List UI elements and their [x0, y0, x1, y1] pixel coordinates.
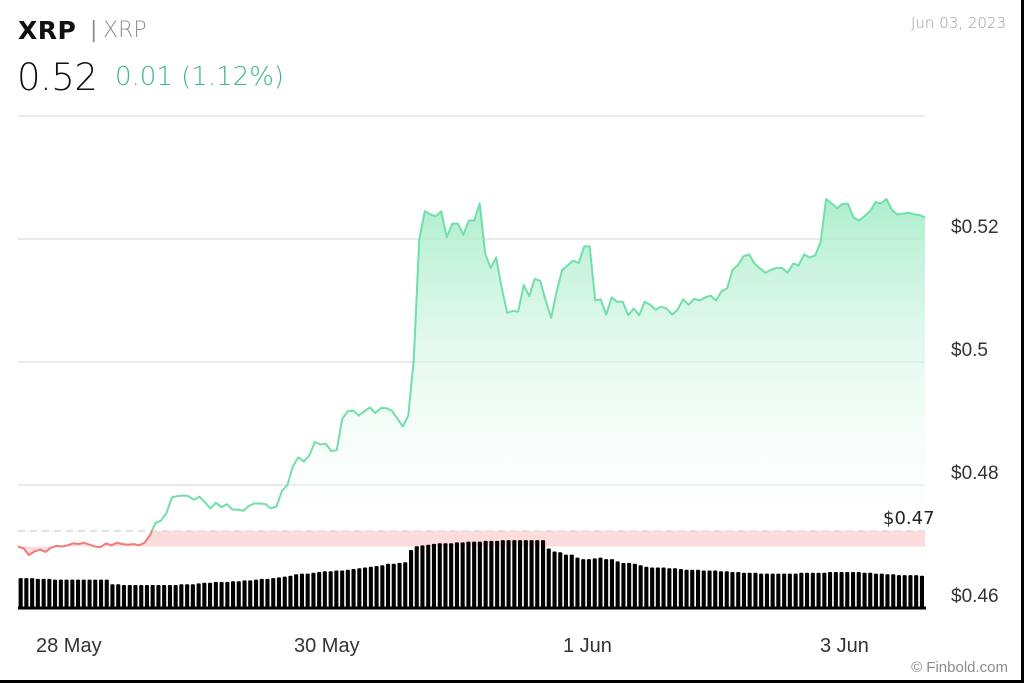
y-axis-label-052: $0.52: [951, 217, 999, 238]
x-axis-label-30-may: 30 May: [294, 635, 360, 657]
chart-date: Jun 03, 2023: [910, 14, 1006, 32]
y-axis-label-046: $0.46: [951, 586, 999, 607]
price-area-fill: [151, 199, 925, 531]
y-axis-label-050: $0.5: [951, 340, 988, 361]
asset-symbol: XRP: [18, 16, 77, 45]
price-line: [150, 198, 926, 531]
asset-name: XRP: [103, 18, 147, 43]
volume-bars: [18, 540, 924, 607]
title-separator: |: [90, 18, 98, 43]
image-border-right: [1021, 0, 1024, 683]
y-axis-label-048: $0.48: [951, 463, 999, 484]
baseline-price-label: $0.47: [883, 508, 935, 529]
x-axis-label-3-jun: 3 Jun: [820, 635, 869, 657]
price-area-fill-negative: [18, 531, 925, 556]
x-axis-label-28-may: 28 May: [36, 635, 102, 657]
image-border-bottom: [0, 680, 1024, 683]
current-price: 0.52: [17, 56, 98, 99]
source-credit: © Finbold.com: [911, 659, 1008, 676]
price-change: 0.01 (1.12%): [115, 62, 285, 92]
x-axis-label-1-jun: 1 Jun: [563, 635, 612, 657]
